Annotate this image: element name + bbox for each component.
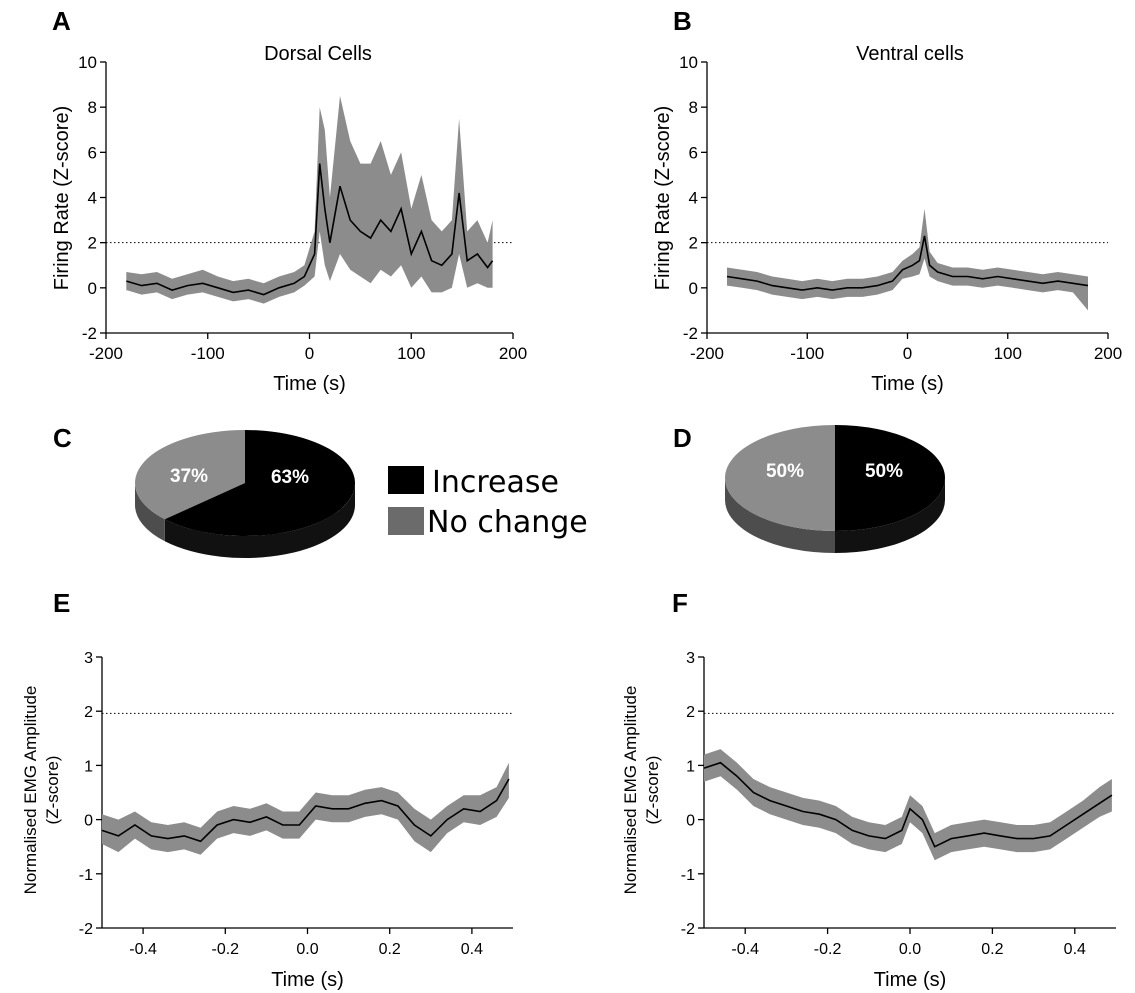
x-tick-label: 200 xyxy=(1094,344,1122,363)
y-axis-label-line: (Z-score) xyxy=(643,756,662,825)
y-tick-label: 3 xyxy=(686,650,695,667)
y-tick-label: 2 xyxy=(84,704,93,721)
y-tick-label: -2 xyxy=(681,921,695,938)
y-tick-label: -1 xyxy=(79,867,93,884)
y-tick-label: 0 xyxy=(88,279,97,298)
pie-side-increase xyxy=(164,483,355,558)
x-tick-label: 200 xyxy=(499,344,527,363)
x-tick-label: -0.4 xyxy=(129,941,157,958)
y-tick-label: 6 xyxy=(689,143,698,162)
chart-panel-b: -2 0 2 4 6 8 10 -200 -100 0 100 200 Ventral cells Tim… xyxy=(652,43,1122,395)
x-tick-label: 0 xyxy=(903,344,912,363)
y-axis-label: Firing Rate (Z-score) xyxy=(51,106,73,290)
chart-title: Ventral cells xyxy=(856,43,964,65)
y-axis-label-line: (Z-score) xyxy=(43,756,62,825)
x-tick-label: 0.0 xyxy=(899,941,921,958)
x-tick-label: 0.4 xyxy=(461,941,483,958)
panel-letter-c: C xyxy=(53,423,72,453)
mean-line xyxy=(726,235,1089,291)
x-axis-label: Time (s) xyxy=(273,373,346,395)
y-tick-label: 2 xyxy=(686,704,695,721)
y-tick-label: 1 xyxy=(686,758,695,775)
mean-line xyxy=(703,761,1113,848)
panel-letter-e: E xyxy=(53,588,70,618)
pie-label-increase: 50% xyxy=(865,461,903,482)
y-tick-label: 0 xyxy=(686,813,695,830)
pie-chart-d: 50% 50% xyxy=(725,425,945,553)
chart-panel-e: -2 -1 0 1 2 3 -0.4 -0.2 0.0 0.2 0.4 Time (s) Normali… xyxy=(21,650,513,991)
y-tick-label: 3 xyxy=(84,650,93,667)
y-tick-label: 10 xyxy=(78,53,97,72)
y-axis-label: Firing Rate (Z-score) xyxy=(652,106,674,290)
x-tick-label: 0.4 xyxy=(1064,941,1086,958)
x-tick-label: -0.2 xyxy=(212,941,240,958)
x-tick-label: -200 xyxy=(89,344,123,363)
x-tick-label: 0.2 xyxy=(981,941,1003,958)
y-tick-label: -2 xyxy=(683,324,698,343)
error-band xyxy=(704,749,1112,861)
chart-panel-f: -2 -1 0 1 2 3 -0.4 -0.2 0.0 0.2 0.4 Time (s) Normali… xyxy=(621,650,1116,991)
legend-label-increase: Increase xyxy=(432,465,559,500)
error-band xyxy=(102,762,509,855)
pie-slice-increase xyxy=(164,430,355,536)
y-tick-label: -2 xyxy=(79,921,93,938)
y-tick-label: 2 xyxy=(689,234,698,253)
legend-label-no-change: No change xyxy=(427,505,588,540)
x-tick-label: -100 xyxy=(790,344,824,363)
legend-swatch-no-change xyxy=(388,507,424,535)
pie-label-increase: 63% xyxy=(271,467,309,488)
pie-side-no-change xyxy=(135,483,165,542)
mean-line xyxy=(126,163,494,296)
x-axis-label: Time (s) xyxy=(271,969,344,991)
x-tick-label: 0.2 xyxy=(379,941,401,958)
x-axis-label: Time (s) xyxy=(871,373,944,395)
x-tick-label: 100 xyxy=(397,344,425,363)
y-tick-label: 10 xyxy=(679,53,698,72)
panel-letter-b: B xyxy=(673,6,692,36)
legend: Increase No change xyxy=(388,465,588,540)
x-tick-label: -0.4 xyxy=(731,941,759,958)
y-tick-label: 1 xyxy=(84,758,93,775)
pie-label-no-change: 50% xyxy=(766,461,804,482)
pie-slice-increase xyxy=(835,425,945,531)
error-band xyxy=(126,95,493,304)
x-tick-label: 0 xyxy=(305,344,314,363)
x-tick-label: 100 xyxy=(994,344,1022,363)
y-tick-label: -2 xyxy=(82,324,97,343)
error-band xyxy=(727,208,1088,311)
panel-letter-d: D xyxy=(673,423,692,453)
x-tick-label: 0.0 xyxy=(296,941,318,958)
panel-letter-f: F xyxy=(672,588,688,618)
mean-line xyxy=(101,778,510,843)
y-axis-label: Normalised EMG Amplitude (Z-score) xyxy=(621,686,662,895)
y-axis-label-line: Normalised EMG Amplitude xyxy=(621,686,640,895)
pie-chart-c: 63% 37% xyxy=(134,430,355,558)
pie-slice-no-change xyxy=(725,425,835,531)
y-tick-label: 6 xyxy=(88,143,97,162)
y-tick-label: 2 xyxy=(88,234,97,253)
pie-slice-no-change xyxy=(134,430,245,520)
x-tick-label: -200 xyxy=(690,344,724,363)
panel-letter-a: A xyxy=(52,6,71,36)
pie-side-no-change xyxy=(725,478,835,553)
x-tick-label: -0.2 xyxy=(814,941,842,958)
y-tick-label: 4 xyxy=(88,189,97,208)
y-tick-label: 8 xyxy=(689,98,698,117)
chart-panel-a: -2 0 2 4 6 8 10 -200 -100 0 100 200 Dorsal Cells Time… xyxy=(51,43,527,395)
pie-label-no-change: 37% xyxy=(170,466,208,487)
y-tick-label: 4 xyxy=(689,189,698,208)
legend-swatch-increase xyxy=(388,466,424,494)
pie-side-increase xyxy=(835,478,945,553)
y-axis-label-line: Normalised EMG Amplitude xyxy=(21,686,40,895)
y-tick-label: 8 xyxy=(88,98,97,117)
y-axis-label: Normalised EMG Amplitude (Z-score) xyxy=(21,686,62,895)
chart-title: Dorsal Cells xyxy=(264,43,372,65)
x-axis-label: Time (s) xyxy=(874,969,947,991)
y-tick-label: 0 xyxy=(84,813,93,830)
y-tick-label: -1 xyxy=(681,867,695,884)
y-tick-label: 0 xyxy=(689,279,698,298)
x-tick-label: -100 xyxy=(191,344,225,363)
